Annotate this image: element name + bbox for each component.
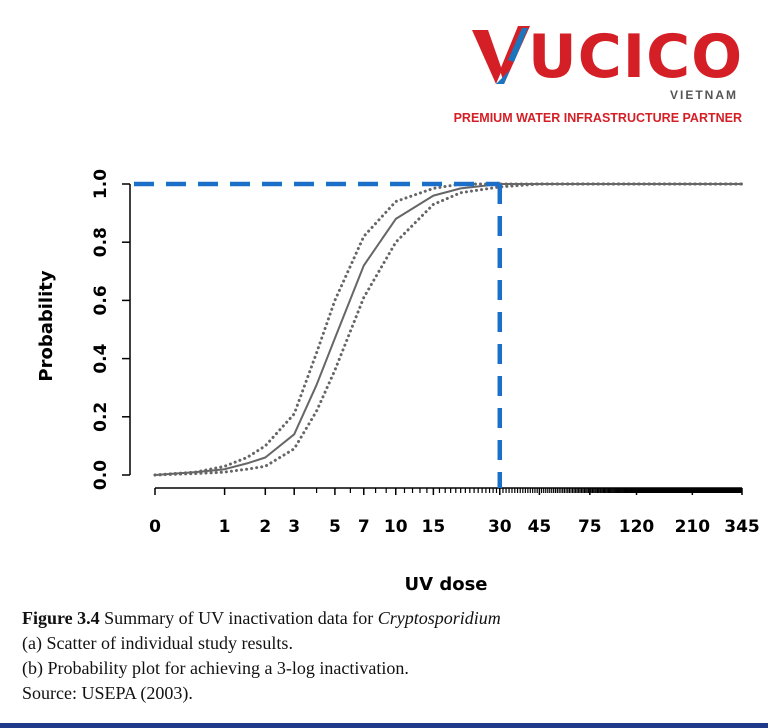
x-tick-label: 210 — [675, 517, 711, 537]
x-tick-label: 345 — [724, 517, 760, 537]
probability-chart: 0.0 0.2 0.4 0.6 0.8 1.0 0 1 2 3 5 7 10 15 30 45 75 120 210… — [36, 169, 760, 595]
x-tick-label: 120 — [619, 517, 655, 537]
y-axis-title: Probability — [36, 270, 57, 381]
x-tick-label: 5 — [329, 517, 341, 537]
logo-subtitle: VIETNAM — [670, 88, 738, 102]
y-tick-label: 0.0 — [91, 460, 111, 490]
x-tick-label: 30 — [488, 517, 512, 537]
v-logo-mark-icon — [472, 26, 530, 84]
caption-line-2: (a) Scatter of individual study results. — [22, 633, 293, 653]
y-tick-label: 0.8 — [91, 227, 111, 257]
x-tick-label: 0 — [149, 517, 161, 537]
x-tick-label: 75 — [578, 517, 602, 537]
series-line-confidence-bound — [153, 182, 744, 477]
caption-line-1: Figure 3.4 Summary of UV inactivation da… — [22, 606, 501, 631]
series-line-confidence-bound — [153, 182, 744, 477]
figure-caption: Figure 3.4 Summary of UV inactivation da… — [22, 606, 501, 706]
y-tick-label: 1.0 — [91, 169, 111, 199]
series-line-median — [154, 183, 743, 476]
y-tick-label: 0.4 — [91, 343, 111, 373]
x-axis-title: UV dose — [405, 574, 488, 595]
caption-organism: Cryptosporidium — [377, 608, 501, 628]
caption-line-4: Source: USEPA (2003). — [22, 683, 193, 703]
x-tick-label: 3 — [288, 517, 300, 537]
logo-tagline: PREMIUM WATER INFRASTRUCTURE PARTNER — [453, 111, 742, 125]
vucico-logo: UCICO VIETNAM PREMIUM WATER INFRASTRUCTU… — [454, 22, 744, 132]
caption-text: Summary of UV inactivation data for — [99, 608, 378, 628]
logo-wordmark: UCICO — [528, 22, 744, 92]
bottom-bar — [0, 723, 768, 728]
y-tick-label: 0.6 — [91, 285, 111, 315]
x-tick-label: 1 — [219, 517, 231, 537]
x-tick-label: 15 — [422, 517, 446, 537]
caption-line-3: (b) Probability plot for achieving a 3-l… — [22, 658, 409, 678]
x-tick-label: 7 — [358, 517, 370, 537]
x-tick-label: 10 — [384, 517, 408, 537]
x-tick-label: 45 — [528, 517, 552, 537]
figure-label: Figure 3.4 — [22, 608, 100, 628]
y-tick-label: 0.2 — [91, 402, 111, 432]
x-tick-label: 2 — [259, 517, 271, 537]
